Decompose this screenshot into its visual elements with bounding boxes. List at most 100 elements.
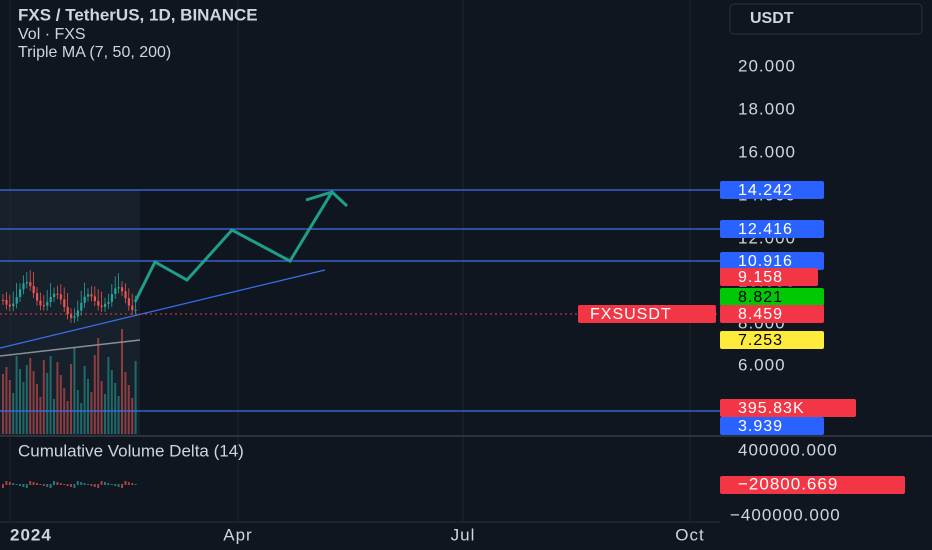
volume-bar — [87, 379, 89, 434]
delta-bar — [90, 484, 93, 486]
indicator: Triple MA (7, 50, 200) — [18, 44, 171, 61]
volume-bar — [19, 369, 21, 434]
delta-bar — [70, 484, 72, 487]
time-tick-label: Apr — [223, 525, 252, 544]
delta-bar — [39, 484, 42, 485]
delta-bar — [46, 484, 49, 487]
delta-bar — [63, 484, 66, 485]
volume-bar — [12, 393, 15, 434]
candle-body — [25, 282, 28, 284]
pane-tick-label: −400000.000 — [730, 505, 841, 524]
volume-bar — [110, 370, 113, 434]
delta-bar — [107, 483, 110, 485]
candle-body — [127, 298, 130, 306]
volume-bar — [53, 399, 55, 434]
currency[interactable]: USDT — [750, 10, 794, 27]
trend-line — [0, 269, 326, 349]
volume-bar — [70, 364, 72, 434]
price-badge — [720, 288, 824, 306]
candle-body — [66, 307, 69, 315]
candle-body — [104, 303, 107, 307]
delta-bar — [93, 484, 96, 487]
delta-bar — [32, 482, 35, 485]
volume-bar — [127, 385, 130, 434]
volume-bar — [59, 375, 62, 434]
volume-bar — [8, 380, 11, 434]
delta-bar — [22, 484, 25, 487]
volume-bar — [76, 390, 79, 434]
volume-bar — [36, 384, 38, 434]
candle-body — [100, 305, 103, 307]
volume-bar — [97, 338, 100, 434]
price-tick-label: 20.000 — [738, 56, 796, 75]
volume-bar — [22, 382, 25, 434]
delta-bar — [73, 484, 76, 488]
volume-bar — [90, 392, 93, 434]
volume-bar — [73, 347, 76, 434]
volume-bar — [117, 396, 120, 434]
candle-body — [131, 305, 134, 310]
candle-body — [42, 305, 45, 307]
price-badge — [720, 331, 824, 349]
candle-body — [107, 301, 110, 304]
delta-bar — [131, 483, 134, 485]
delta-bar — [121, 484, 123, 488]
price-badge — [720, 417, 824, 435]
candle-body — [124, 291, 127, 299]
price-badge — [720, 181, 824, 199]
candle-body — [93, 296, 96, 302]
candle-body — [22, 283, 25, 290]
volume-bar — [100, 381, 103, 434]
volume-bar — [83, 366, 86, 434]
price-tick-label: 18.000 — [738, 99, 796, 118]
time-tick-label: 2024 — [10, 525, 52, 544]
volume-bar — [15, 356, 18, 434]
candle-body — [2, 300, 5, 301]
price-badge — [720, 399, 856, 417]
volume-bar — [39, 397, 42, 434]
delta-bar — [25, 484, 28, 488]
price-badge — [578, 305, 716, 323]
candle-body — [46, 301, 49, 306]
volume-bar — [104, 394, 106, 434]
volume-bar — [56, 362, 59, 434]
candle-body — [19, 289, 22, 297]
candle-body — [59, 294, 62, 300]
badge-label: 8.459 — [738, 306, 783, 323]
delta-bar — [110, 484, 113, 485]
candle-body — [39, 300, 42, 306]
candle-body — [36, 293, 39, 301]
delta-bar — [42, 484, 45, 486]
volume-bar — [107, 357, 110, 434]
currency-button[interactable] — [729, 3, 923, 35]
candle-body — [110, 293, 113, 302]
candle-body — [117, 287, 120, 289]
delta-bar — [80, 482, 83, 485]
volume-bar — [93, 355, 96, 434]
pane-tick-label: 400000.000 — [738, 440, 838, 459]
volume-bar — [114, 383, 117, 434]
delta-bar — [87, 484, 89, 485]
delta-bar — [124, 481, 127, 485]
badge-label: 12.416 — [738, 221, 793, 238]
candle-body — [32, 285, 35, 294]
badge-label: 395.83K — [738, 400, 805, 417]
volume-bar — [2, 374, 4, 434]
delta-bar — [5, 481, 8, 485]
price-tick-label: 16.000 — [738, 142, 796, 161]
candle-body — [121, 287, 124, 292]
indicator: Vol · FXS — [18, 26, 86, 43]
volume-bar — [66, 401, 69, 434]
candle-body — [97, 301, 100, 306]
delta-bar — [114, 484, 117, 486]
price-badge — [720, 305, 824, 323]
volume-bar — [5, 367, 8, 434]
volume-bar — [80, 403, 83, 434]
delta-bar — [12, 483, 15, 485]
candle-body — [15, 296, 18, 304]
price-badge — [720, 268, 818, 286]
candles — [2, 270, 137, 488]
delta-bar — [49, 484, 52, 488]
price-badge — [720, 252, 824, 270]
ma-line — [0, 339, 141, 357]
